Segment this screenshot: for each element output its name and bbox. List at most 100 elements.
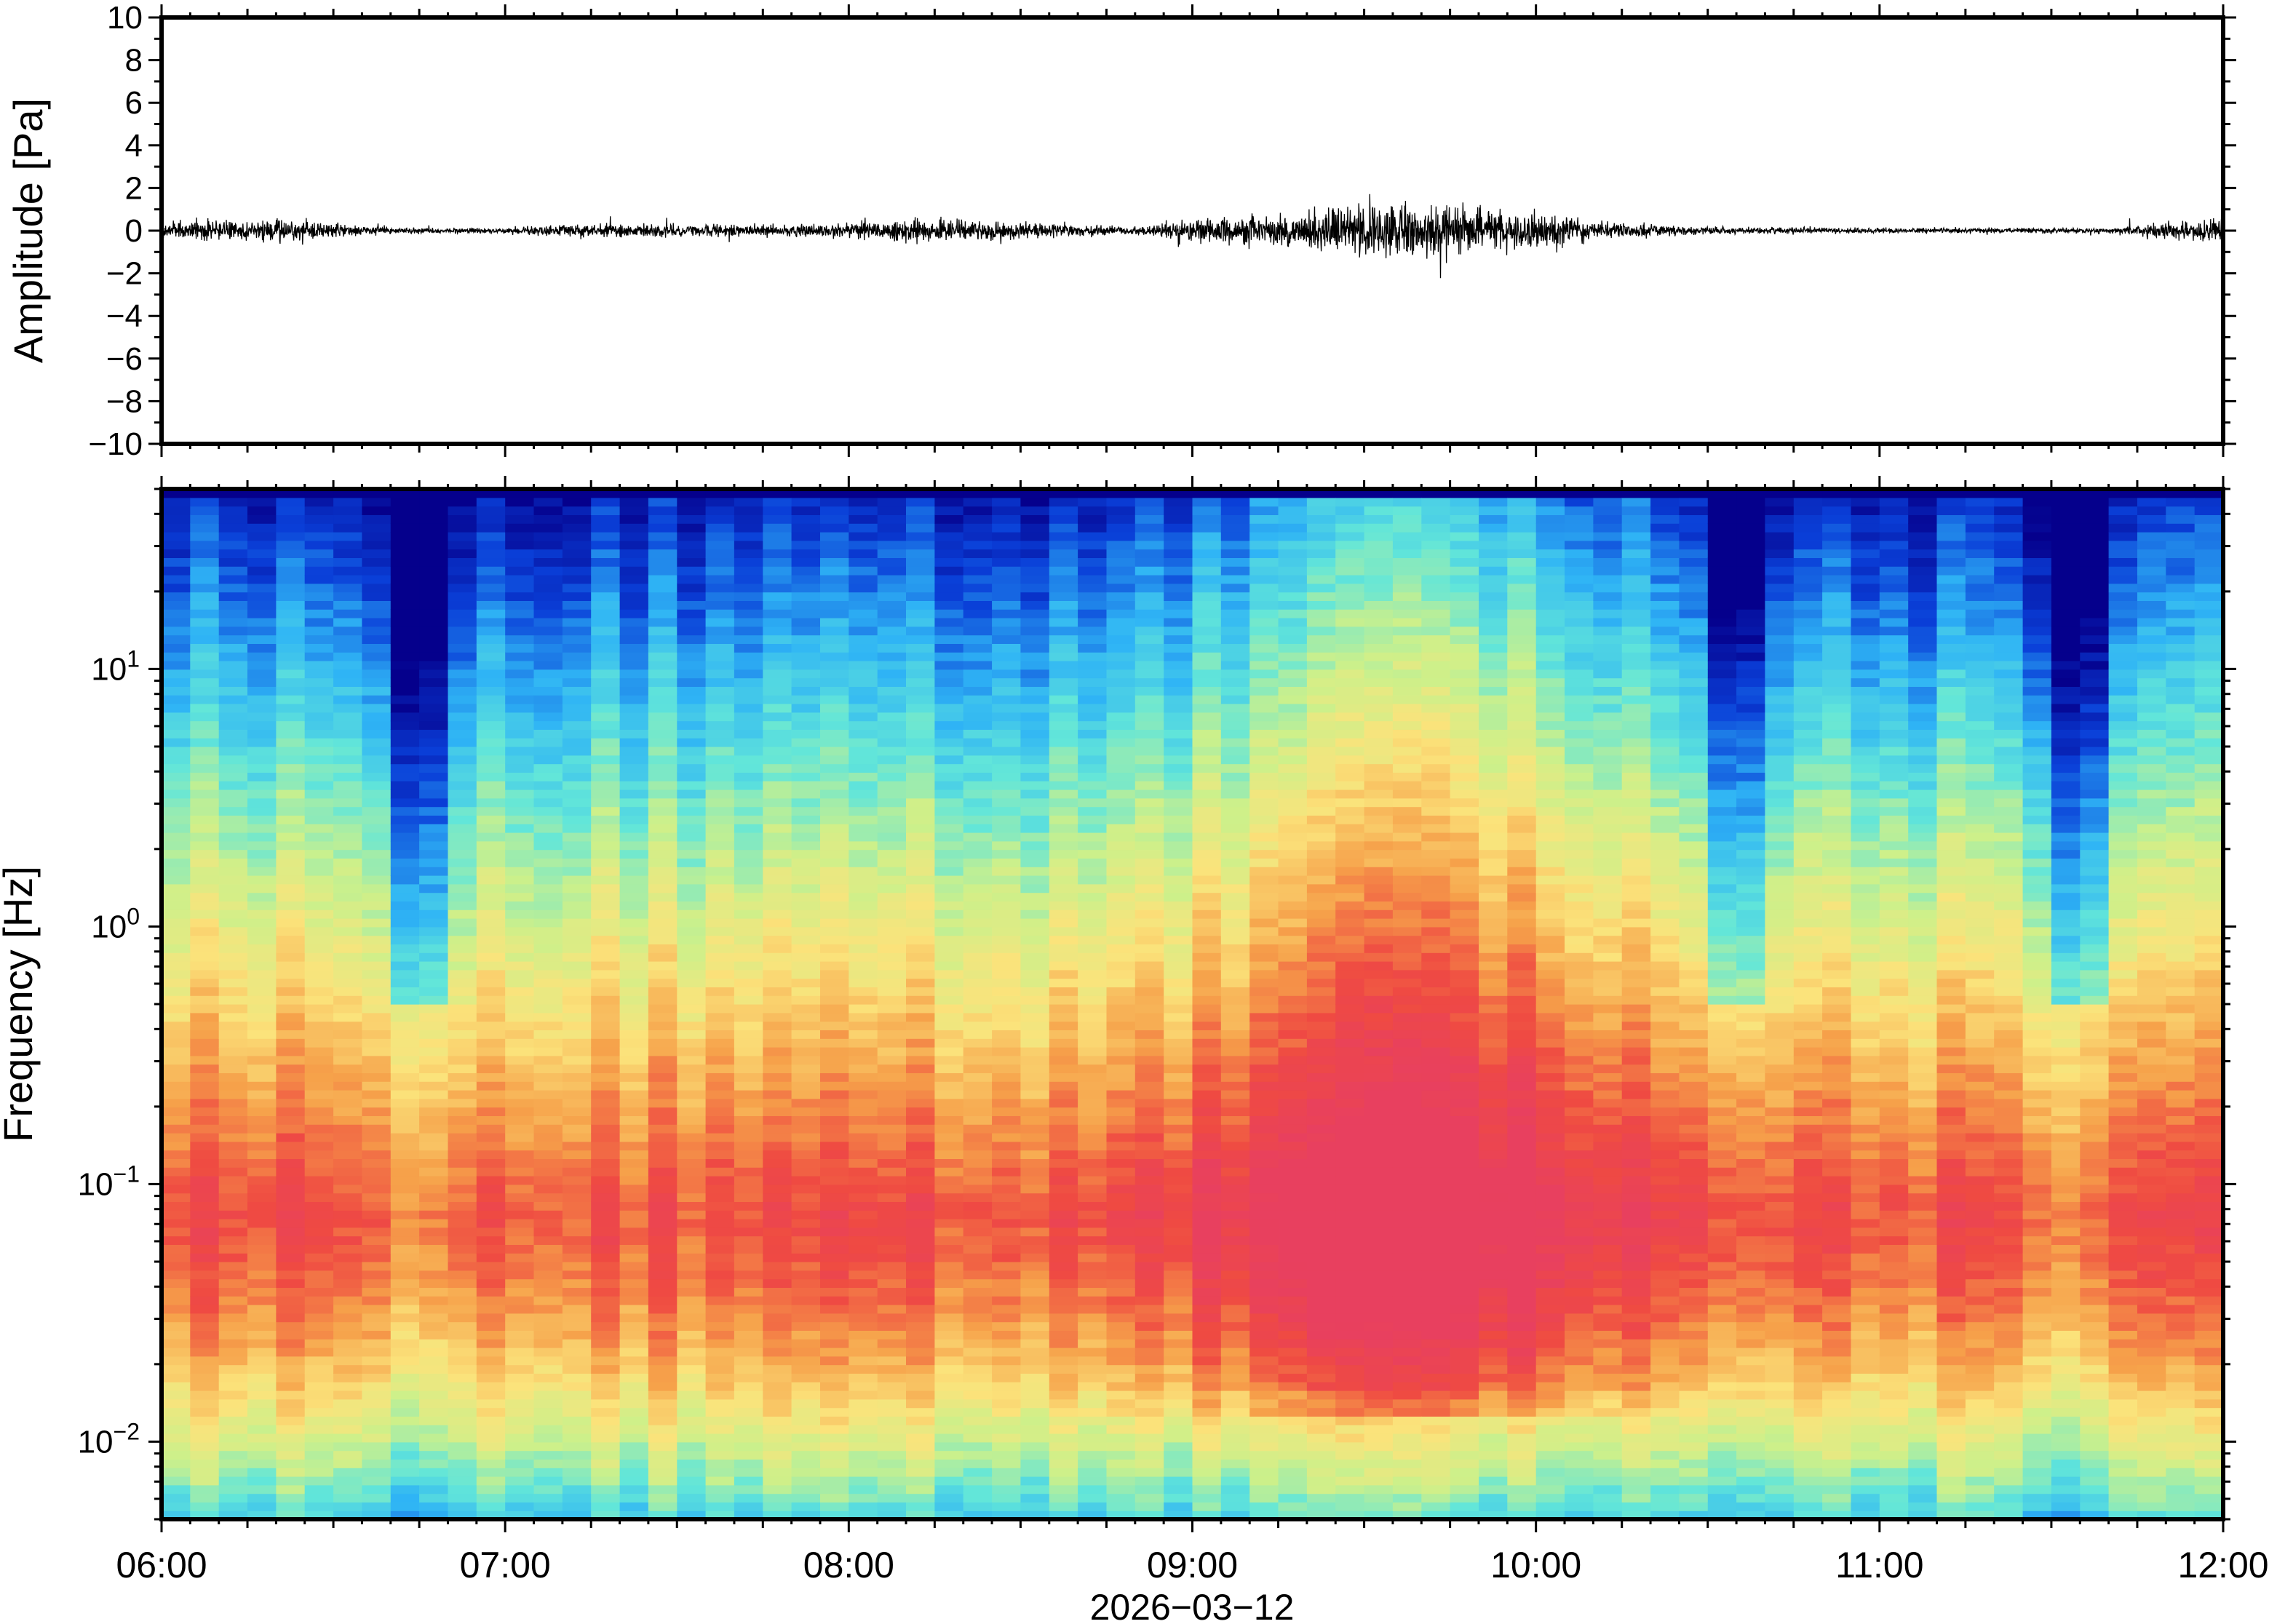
spectrogram-cell — [1164, 532, 1193, 541]
spectrogram-cell — [992, 1296, 1021, 1305]
spectrogram-cell — [476, 1390, 506, 1400]
spectrogram-cell — [934, 1390, 964, 1400]
spectrogram-cell — [448, 815, 477, 824]
spectrogram-cell — [677, 840, 707, 851]
spectrogram-cell — [1164, 901, 1193, 910]
spectrogram-cell — [591, 652, 621, 661]
spectrogram-cell — [619, 583, 649, 593]
spectrogram-cell — [304, 1133, 334, 1142]
spectrogram-cell — [1249, 523, 1279, 533]
spectrogram-cell — [591, 832, 621, 842]
spectrogram-cell — [677, 1158, 707, 1168]
spectrogram-cell — [218, 1150, 248, 1159]
spectrogram-cell — [218, 720, 248, 730]
spectrogram-cell — [619, 1115, 649, 1125]
spectrogram-cell — [218, 797, 248, 808]
spectrogram-cell — [1078, 738, 1107, 747]
spectrogram-cell — [1106, 1364, 1136, 1374]
spectrogram-cell — [1220, 1064, 1250, 1073]
spectrogram-cell — [1078, 926, 1107, 936]
spectrogram-cell — [648, 1459, 677, 1468]
spectrogram-cell — [218, 643, 248, 653]
spectrogram-cell — [448, 1416, 477, 1425]
spectrogram-cell — [734, 549, 763, 558]
spectrogram-cell — [419, 1450, 448, 1460]
spectrogram-cell — [992, 1433, 1021, 1443]
spectrogram-cell — [849, 1158, 878, 1168]
spectrogram-cell — [362, 824, 392, 833]
spectrogram-cell — [419, 1184, 448, 1194]
spectrogram-cell — [963, 1468, 993, 1477]
spectrogram-cell — [591, 600, 621, 610]
spectrogram-cell — [562, 1476, 592, 1486]
spectrogram-cell — [276, 789, 306, 799]
spectrogram-cell — [1192, 1167, 1222, 1177]
spectrogram-cell — [734, 1468, 763, 1477]
spectrogram-cell — [505, 1476, 535, 1486]
spectrogram-cell — [362, 1201, 392, 1211]
spectrogram-cell — [849, 1398, 878, 1409]
spectrogram-cell — [562, 1201, 592, 1211]
spectrogram-cell — [705, 592, 735, 601]
spectrogram-cell — [190, 1287, 220, 1297]
spectrogram-cell — [677, 583, 707, 593]
spectrogram-cell — [1078, 686, 1107, 696]
spectrogram-cell — [1249, 1321, 1279, 1331]
spectrogram-cell — [648, 634, 677, 644]
spectrogram-cell — [849, 763, 878, 773]
spectrogram-cell — [1020, 772, 1050, 781]
spectrogram-cell — [591, 1296, 621, 1305]
spectrogram-cell — [218, 1390, 248, 1400]
spectrogram-cell — [218, 618, 248, 627]
spectrogram-cell — [648, 969, 677, 979]
spectrogram-cell — [1134, 883, 1164, 893]
spectrogram-cell — [419, 1296, 448, 1305]
spectrogram-cell — [734, 729, 763, 739]
spectrogram-cell — [162, 883, 191, 893]
spectrogram-cell — [619, 815, 649, 824]
spectrogram-cell — [304, 781, 334, 790]
spectrogram-cell — [1134, 1270, 1164, 1280]
spectrogram-cell — [390, 1055, 420, 1065]
spectrogram-cell — [619, 1133, 649, 1142]
spectrogram-cell — [1106, 815, 1136, 824]
spectrogram-cell — [1164, 1313, 1193, 1323]
spectrogram-cell — [1134, 704, 1164, 713]
spectrogram-cell — [763, 1476, 792, 1486]
spectrogram-cell — [1249, 1098, 1279, 1108]
spectrogram-cell — [505, 1047, 535, 1056]
spectrogram-cell — [476, 952, 506, 962]
spectrogram-cell — [820, 909, 849, 919]
spectrogram-cell — [877, 1055, 907, 1065]
spectrogram-cell — [476, 695, 506, 704]
spectrogram-cell — [1134, 815, 1164, 824]
spectrogram-cell — [533, 1468, 563, 1477]
spectrogram-cell — [677, 755, 707, 765]
spectrogram-cell — [333, 1047, 362, 1056]
spectrogram-cell — [877, 618, 907, 627]
spectrogram-cell — [448, 643, 477, 653]
spectrogram-cell — [1249, 497, 1279, 507]
spectrogram-cell — [591, 1476, 621, 1486]
spectrogram-cell — [963, 1253, 993, 1262]
spectrogram-cell — [791, 1253, 821, 1262]
spectrogram-cell — [333, 583, 362, 593]
spectrogram-cell — [162, 1364, 191, 1374]
spectrogram-cell — [648, 704, 677, 713]
spectrogram-cell — [448, 738, 477, 747]
spectrogram-cell — [419, 1313, 448, 1323]
spectrogram-cell — [333, 755, 362, 765]
spectrogram-cell — [849, 1330, 878, 1340]
spectrogram-cell — [333, 652, 362, 661]
spectrogram-cell — [190, 677, 220, 687]
spectrogram-cell — [591, 806, 621, 816]
spectrogram-cell — [734, 1141, 763, 1151]
spectrogram-cell — [619, 875, 649, 885]
spectrogram-cell — [419, 1330, 448, 1340]
spectrogram-cell — [1192, 729, 1222, 739]
spectrogram-cell — [820, 1416, 849, 1425]
spectrogram-cell — [419, 1382, 448, 1391]
spectrogram-cell — [591, 1167, 621, 1177]
spectrogram-cell — [906, 1021, 935, 1030]
spectrogram-cell — [505, 1210, 535, 1219]
